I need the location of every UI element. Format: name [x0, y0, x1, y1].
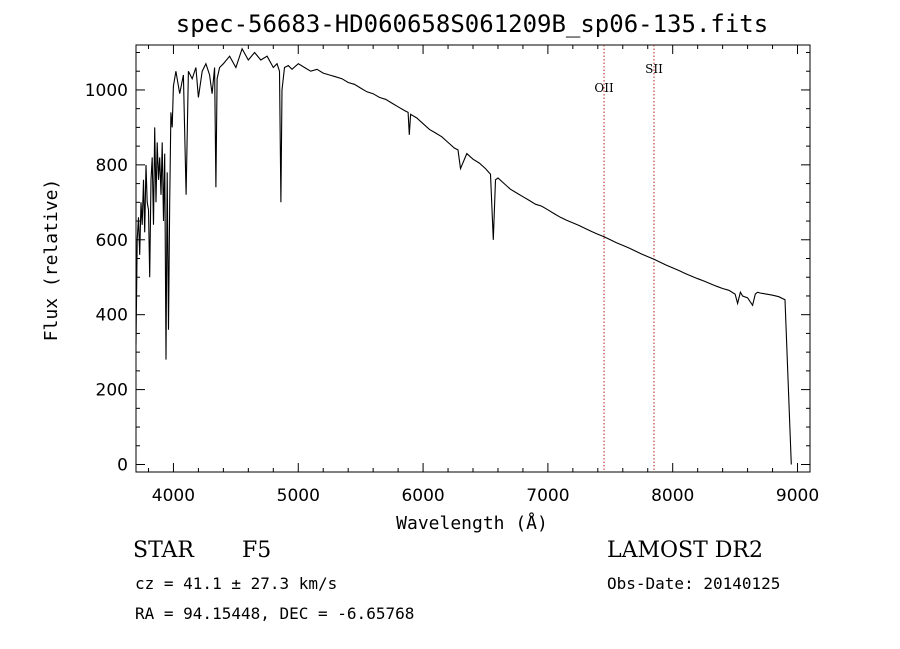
x-tick-label: 6000	[401, 486, 444, 506]
y-tick-label: 0	[117, 456, 128, 476]
y-axis-label: Flux (relative)	[41, 179, 62, 342]
y-tick-label: 400	[96, 306, 128, 326]
x-tick-label: 4000	[152, 486, 195, 506]
survey-name: LAMOST DR2	[607, 538, 763, 563]
spectrum-series-line	[135, 47, 792, 465]
redshift-readout: cz = 41.1 ± 27.3 km/s	[135, 574, 338, 593]
x-axis: 4000 5000 6000 7000 8000 9000	[147, 45, 819, 506]
coordinates-readout: RA = 94.15448, DEC = -6.65768	[135, 604, 415, 623]
obs-date-readout: Obs-Date: 20140125	[607, 574, 781, 593]
y-tick-label: 1000	[85, 81, 128, 101]
x-tick-label: 7000	[526, 486, 569, 506]
plot-frame	[135, 44, 811, 473]
x-tick-label: 5000	[277, 486, 320, 506]
spectral-subclass: F5	[242, 538, 272, 563]
line-marker-label: SII	[645, 62, 663, 76]
y-tick-label: 800	[96, 156, 128, 176]
line-marker-label: OII	[594, 81, 614, 95]
x-tick-label: 9000	[776, 486, 819, 506]
object-class: STAR	[133, 538, 194, 563]
chart-title: spec-56683-HD060658S061209B_sp06-135.fit…	[176, 10, 768, 38]
y-tick-label: 600	[96, 231, 128, 251]
plot-area	[135, 44, 811, 473]
x-axis-label: Wavelength (Å)	[396, 512, 548, 534]
line-markers: OII SII	[594, 45, 663, 472]
y-tick-label: 200	[96, 381, 128, 401]
x-tick-label: 8000	[651, 486, 694, 506]
y-axis: 0 200 400 600 800 1000	[85, 51, 810, 476]
